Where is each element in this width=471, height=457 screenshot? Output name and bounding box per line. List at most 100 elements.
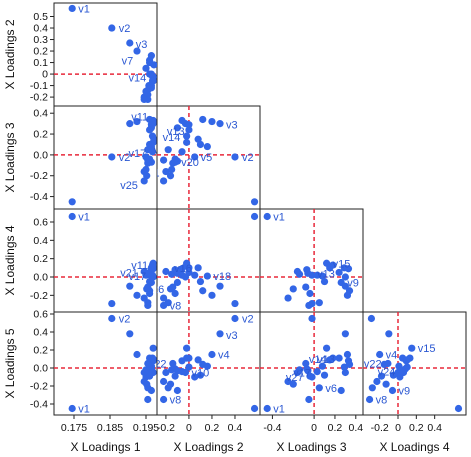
- data-point-v24: [145, 367, 153, 375]
- data-point-v8: [160, 156, 168, 164]
- x-tick-label: 0.4: [348, 422, 363, 434]
- data-point-v6: [315, 384, 323, 392]
- data-point-v1: [263, 404, 271, 413]
- point-label: v13: [167, 126, 185, 138]
- data-point-v16: [150, 356, 157, 364]
- point-label: v4: [386, 350, 398, 362]
- data-point-v9: [173, 124, 182, 132]
- data-point-v19: [320, 277, 329, 286]
- data-point-v1: [263, 212, 271, 221]
- panel-frame: [53, 2, 158, 107]
- data-point-v16: [194, 356, 202, 364]
- data-point-v27: [146, 155, 154, 163]
- y-tick-label: 0.4: [33, 235, 48, 247]
- data-point-v23: [168, 270, 176, 278]
- data-point-v1: [68, 212, 76, 221]
- x-tick-label: 0.2: [328, 422, 343, 434]
- point-label: v1: [78, 212, 90, 224]
- x-tick-label: 0.4: [427, 422, 442, 434]
- data-point-v9: [173, 278, 182, 287]
- data-point-v17: [178, 148, 186, 156]
- point-label: v11: [131, 112, 148, 124]
- point-label: v16: [174, 263, 192, 275]
- y-tick-label: 0.0: [33, 149, 48, 161]
- data-point-v15: [183, 138, 191, 146]
- data-point-v5: [191, 373, 199, 381]
- panel-plot-area: v12v17v25v11v6v2: [54, 112, 166, 206]
- data-point-v2: [108, 299, 116, 308]
- data-point-v1: [68, 404, 76, 413]
- data-point-v4: [208, 350, 216, 359]
- data-point-v8: [305, 301, 313, 310]
- data-point-v12: [185, 363, 193, 371]
- data-point-v7: [199, 287, 207, 295]
- data-point-v10: [341, 368, 349, 377]
- data-point-v3: [126, 282, 134, 290]
- point-label: v2: [242, 152, 254, 164]
- data-point-v13: [146, 126, 154, 134]
- point-label: v14: [309, 354, 327, 366]
- data-point-v2: [108, 153, 116, 161]
- point-label: v3: [226, 330, 238, 342]
- point-label: v3: [136, 39, 148, 51]
- point-label: v6: [154, 145, 166, 157]
- data-point-v11: [344, 357, 353, 365]
- data-point-v23: [295, 366, 304, 374]
- data-point-v9: [337, 278, 345, 287]
- data-point-v1: [68, 4, 76, 13]
- data-point-v25: [160, 294, 168, 302]
- data-point-v25: [160, 377, 168, 386]
- y-tick-label: -0.4: [30, 191, 48, 203]
- data-point-v4: [208, 291, 216, 299]
- x-tick-label: -0.2: [371, 422, 389, 434]
- point-label: v22: [364, 359, 382, 371]
- data-point-v1: [250, 212, 259, 221]
- data-point-v25: [284, 294, 292, 302]
- y-tick-label: 0.4: [33, 108, 48, 120]
- data-point-v8: [144, 301, 152, 310]
- point-label: v26: [147, 284, 165, 296]
- point-label: v27: [286, 372, 304, 384]
- point-label: v21: [120, 268, 138, 280]
- x-axis-title: X Loadings 3: [276, 440, 346, 454]
- y-tick-label: 0.2: [33, 46, 48, 58]
- data-point-v19: [196, 140, 205, 149]
- data-point-v9: [337, 386, 345, 395]
- data-point-v2: [108, 314, 116, 323]
- data-point-v24: [173, 269, 182, 277]
- data-point-v26: [143, 172, 151, 180]
- data-point-v3: [216, 120, 224, 128]
- x-tick-label: -0.4: [263, 422, 281, 434]
- point-label: v14: [128, 72, 146, 84]
- data-point-v2: [367, 314, 376, 323]
- data-point-v16: [326, 264, 334, 272]
- data-point-v3: [216, 282, 224, 290]
- data-point-v9: [173, 386, 182, 395]
- data-point-v16: [150, 135, 157, 143]
- data-point-v9: [388, 386, 397, 395]
- x-axis-title: X Loadings 4: [379, 440, 449, 454]
- data-point-v26: [382, 380, 390, 388]
- point-label: v2: [242, 314, 254, 326]
- panel-4-vs-1: v1v15v21v17v11: [53, 208, 158, 313]
- point-label: v1: [273, 404, 285, 416]
- y-tick-label: 0.2: [33, 253, 48, 265]
- data-point-v13: [335, 268, 343, 277]
- panel-frame: [362, 311, 467, 416]
- point-label: v15: [333, 258, 351, 270]
- point-label: v1: [78, 404, 90, 416]
- data-point-v8: [365, 395, 374, 404]
- data-point-v24: [398, 367, 406, 375]
- x-tick-label: 0: [311, 422, 317, 434]
- panel-frame: [156, 208, 261, 313]
- data-point-v24: [304, 269, 312, 277]
- data-point-v13: [335, 354, 343, 362]
- y-tick-label: -0.2: [30, 381, 48, 393]
- data-point-v18: [203, 362, 211, 370]
- point-label: v10: [191, 368, 209, 380]
- point-label: v4: [218, 350, 230, 362]
- y-tick-label: 0.5: [33, 11, 48, 23]
- point-label: v11: [131, 260, 148, 272]
- data-point-v13: [185, 268, 193, 277]
